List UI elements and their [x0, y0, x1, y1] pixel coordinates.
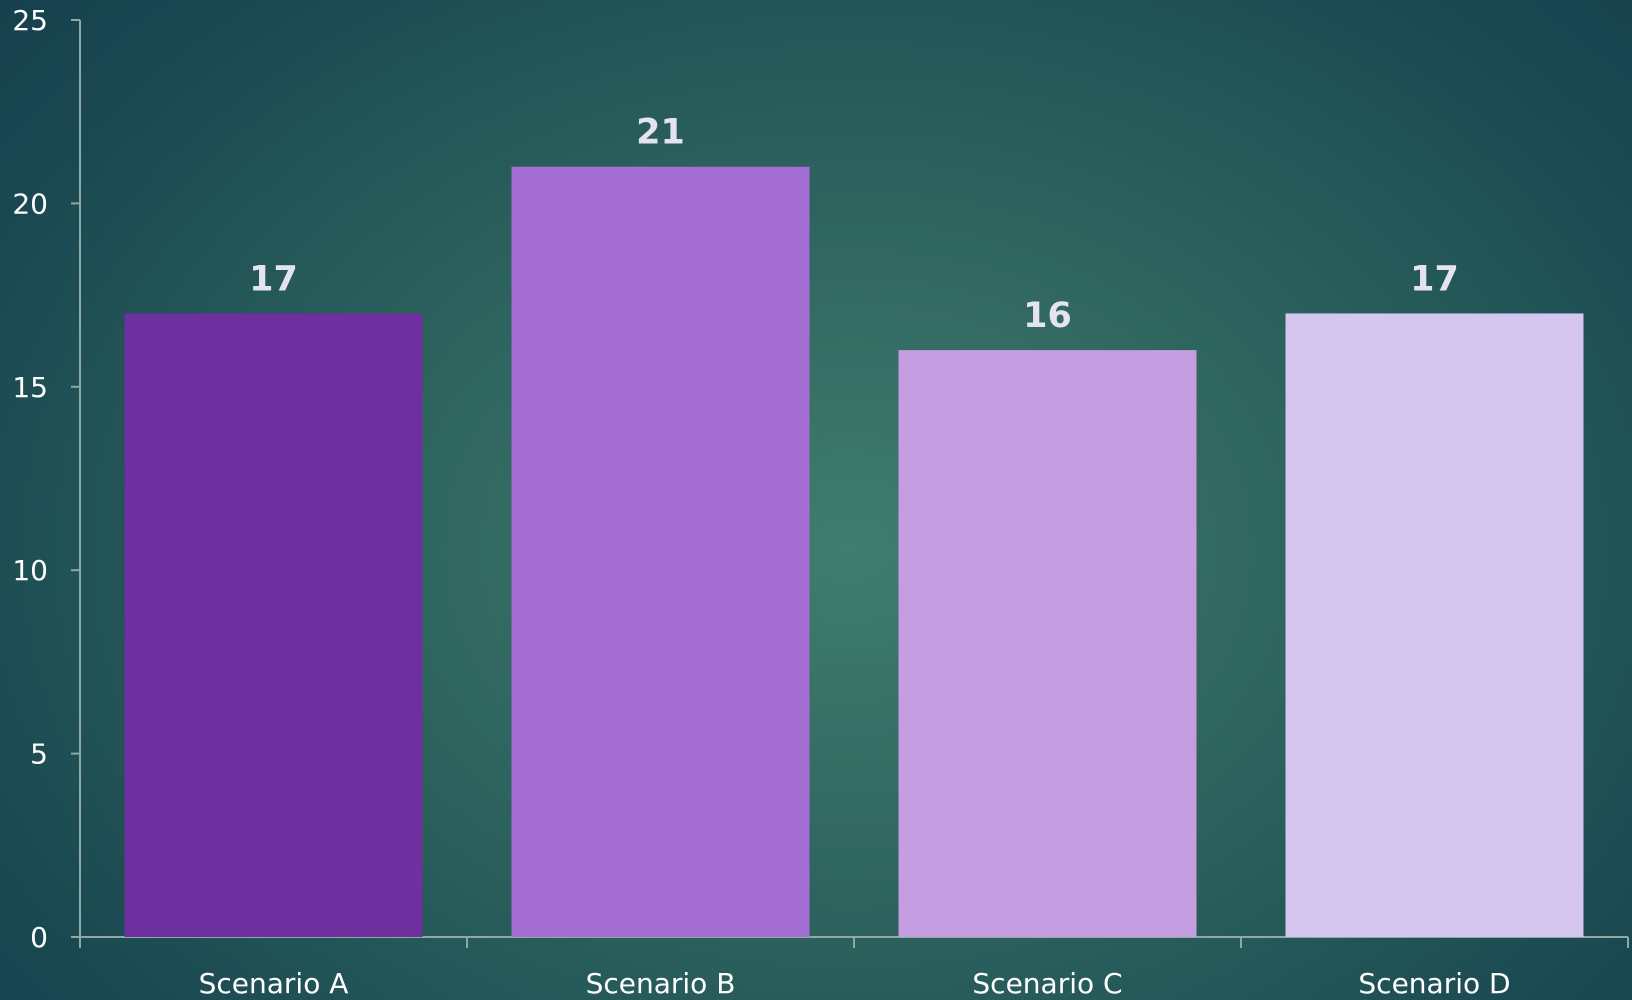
data-label: 21	[636, 113, 685, 153]
y-tick-label: 0	[30, 921, 48, 954]
data-label: 17	[1410, 259, 1459, 299]
x-category-label: Scenario A	[199, 967, 349, 1000]
y-tick-label: 15	[12, 371, 48, 404]
y-axis: 0 5 10 15 20 25	[12, 4, 81, 954]
bars	[124, 166, 1584, 938]
x-category-label: Scenario C	[972, 967, 1122, 1000]
y-tick-label: 10	[12, 554, 48, 587]
bar-scenario-d	[1285, 313, 1584, 937]
bar-scenario-a	[124, 313, 423, 937]
data-labels: 17 21 16 17	[249, 113, 1459, 336]
x-axis: Scenario A Scenario B Scenario C Scenario D	[79, 936, 1629, 1000]
data-label: 16	[1023, 296, 1072, 336]
x-category-label: Scenario B	[586, 967, 736, 1000]
bar-scenario-c	[898, 350, 1197, 937]
x-category-label: Scenario D	[1358, 967, 1510, 1000]
bar-scenario-b	[511, 166, 810, 938]
y-tick-label: 5	[30, 738, 48, 771]
data-label: 17	[249, 259, 298, 299]
y-tick-label: 25	[12, 4, 48, 37]
y-tick-label: 20	[12, 187, 48, 220]
